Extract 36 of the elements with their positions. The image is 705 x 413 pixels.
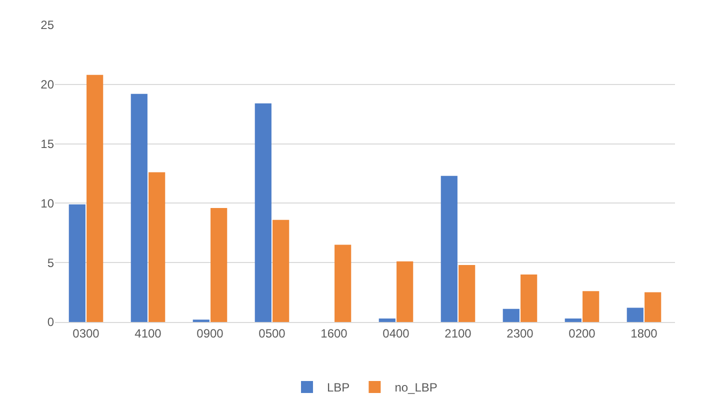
bar: [502, 308, 520, 322]
x-tick-label: 4100: [134, 326, 162, 340]
y-tick-label: 15: [40, 137, 54, 151]
y-tick-label: 10: [40, 196, 54, 210]
bar: [130, 94, 148, 322]
bar: [68, 204, 86, 322]
y-tick-label: 5: [47, 256, 54, 270]
y-tick-label: 20: [40, 78, 54, 92]
x-tick-label: 2100: [444, 326, 472, 340]
bar: [520, 274, 538, 322]
bar: [564, 318, 582, 322]
bar: [86, 74, 104, 322]
legend-label: no_LBP: [394, 380, 438, 395]
bar: [626, 308, 644, 322]
bar: [148, 172, 166, 322]
bar: [254, 103, 272, 322]
bar: [458, 264, 476, 322]
bar: [378, 318, 396, 322]
bar: [210, 208, 228, 322]
bar: [582, 291, 600, 322]
x-tick-label: 0200: [568, 326, 596, 340]
bar: [334, 244, 352, 322]
x-tick-label: 0400: [382, 326, 410, 340]
x-tick-label: 2300: [506, 326, 534, 340]
bar: [440, 176, 458, 322]
x-tick-label: 0500: [258, 326, 286, 340]
x-tick-label: 1800: [630, 326, 658, 340]
bar: [272, 220, 290, 322]
bar: [396, 261, 414, 322]
x-tick-label: 0900: [196, 326, 224, 340]
x-tick-label: 0300: [72, 326, 100, 340]
x-tick-label: 1600: [320, 326, 348, 340]
y-tick-label: 0: [47, 315, 54, 330]
legend-label: LBP: [327, 380, 350, 395]
bar: [644, 292, 662, 322]
y-tick-label: 25: [40, 18, 54, 32]
